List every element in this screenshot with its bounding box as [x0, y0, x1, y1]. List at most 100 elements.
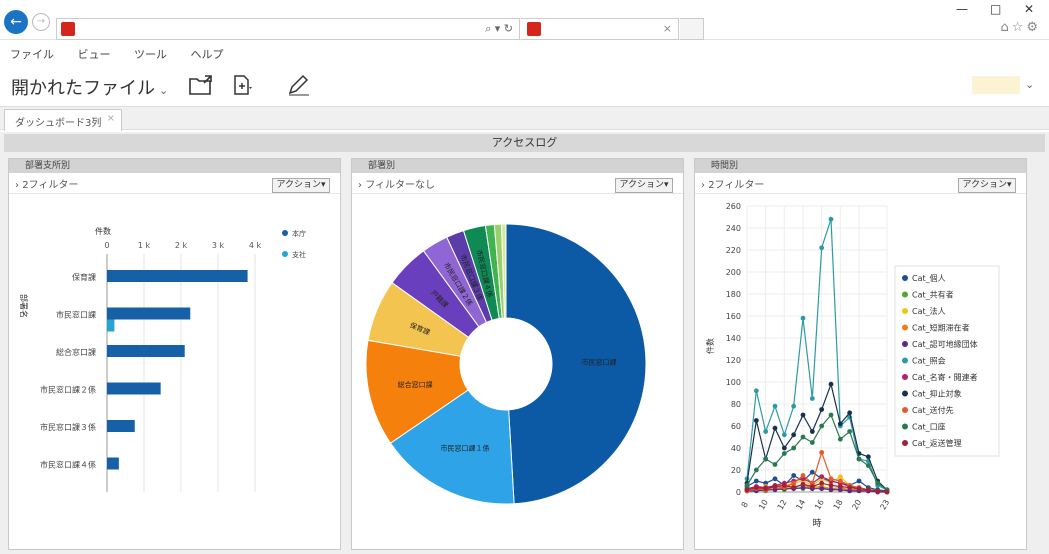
y-tick-label: 市民窓口課２係	[40, 385, 96, 395]
y-tick-label: 140	[726, 334, 741, 343]
y-tick-label: 160	[726, 312, 741, 321]
minimize-icon[interactable]: —	[956, 2, 968, 16]
bar	[107, 345, 185, 357]
open-folder-icon[interactable]	[188, 74, 214, 101]
slice-label: 市民窓口課１係	[441, 443, 490, 452]
y-tick-label: 120	[726, 356, 741, 365]
data-point	[837, 487, 843, 493]
series-line	[746, 471, 888, 492]
data-point	[772, 425, 778, 431]
x-tick-label: 14	[794, 498, 807, 511]
open-file-menu[interactable]: 開かれたファイル ⌄	[11, 74, 168, 100]
y-tick-label: 220	[726, 246, 741, 255]
legend-label: Cat_送付先	[912, 405, 954, 415]
legend-label: Cat_個人	[912, 273, 946, 283]
bar	[107, 307, 191, 320]
data-point	[865, 454, 871, 460]
x-tick-label: 18	[832, 498, 845, 511]
tab-close-icon[interactable]: ×	[662, 22, 672, 35]
data-point	[772, 462, 778, 467]
bar	[107, 270, 248, 282]
legend-marker	[902, 324, 908, 331]
panel-title: 時間別	[695, 159, 1026, 173]
back-arrow-icon[interactable]: ←	[4, 10, 28, 34]
action-button[interactable]: アクション▾	[958, 178, 1016, 193]
browser-home-favorites-settings-icons[interactable]: ⌂☆⚙	[1000, 20, 1041, 35]
filter-toggle[interactable]: › フィルターなし	[352, 177, 683, 194]
edit-pencil-icon[interactable]	[287, 74, 311, 101]
data-point	[772, 476, 778, 482]
data-point	[819, 423, 825, 429]
data-point	[791, 480, 797, 486]
series-line	[746, 219, 888, 491]
filter-toggle[interactable]: › 2フィルター	[9, 177, 340, 194]
menu-view[interactable]: ビュー	[77, 48, 111, 61]
y-tick-label: 240	[726, 224, 741, 233]
data-point	[819, 486, 825, 492]
filter-toggle[interactable]: › 2フィルター	[695, 177, 1026, 194]
data-point	[781, 432, 787, 438]
filter-label: 2フィルター	[708, 180, 765, 191]
action-button[interactable]: アクション▾	[272, 178, 330, 193]
notification-area	[972, 76, 1020, 94]
forward-arrow-icon[interactable]: →	[32, 13, 50, 31]
legend-label: Cat_法人	[912, 306, 946, 316]
y-tick-label: 180	[726, 290, 741, 299]
x-tick-label: 3 k	[212, 241, 225, 250]
legend-label: Cat_口座	[912, 422, 946, 432]
app-toolbar: 開かれたファイル ⌄ ⌄	[0, 70, 1049, 104]
data-point	[828, 381, 834, 387]
new-tab-button[interactable]	[680, 18, 704, 40]
y-tick-label: 80	[731, 400, 741, 409]
x-tick-label: 0	[104, 241, 109, 250]
y-tick-label: 市民窓口課	[56, 310, 96, 320]
data-point	[744, 487, 750, 493]
data-point	[856, 456, 862, 462]
export-icon[interactable]	[232, 74, 254, 101]
legend-marker	[902, 308, 908, 314]
data-point	[809, 429, 815, 434]
data-point	[856, 478, 862, 484]
dashboard: アクセスログ 部署支所別 › 2フィルター アクション▾ 件数 0 1 k 2 k 3 …	[0, 132, 1049, 554]
data-point	[791, 432, 797, 438]
filter-label: フィルターなし	[365, 180, 435, 191]
legend-label: Cat_名寄・閲連者	[912, 372, 978, 382]
close-window-icon[interactable]: ✕	[1024, 2, 1035, 16]
bar	[107, 457, 119, 470]
data-point	[865, 463, 871, 468]
y-axis-title: 件数	[705, 338, 715, 354]
legend-marker	[902, 407, 908, 413]
menu-file[interactable]: ファイル	[10, 48, 54, 61]
data-point	[828, 483, 834, 488]
data-point	[828, 476, 834, 482]
menu-tools[interactable]: ツール	[134, 48, 167, 61]
browser-tab[interactable]: ×	[521, 18, 679, 40]
address-bar-icons[interactable]: ⌕ ▾ ↻	[485, 22, 513, 35]
data-point	[819, 450, 825, 455]
legend-marker	[902, 423, 908, 430]
menu-help[interactable]: ヘルプ	[190, 48, 224, 61]
close-icon[interactable]: ×	[106, 113, 115, 124]
series-line	[746, 382, 888, 491]
y-tick-label: 総合窓口課	[56, 347, 96, 357]
data-point	[800, 315, 806, 321]
action-button[interactable]: アクション▾	[615, 178, 673, 193]
data-point	[800, 434, 806, 440]
panel-title: 部署支所別	[9, 159, 340, 173]
tab-dashboard-label: ダッシュボード3列	[15, 118, 102, 129]
address-bar[interactable]: ⌕ ▾ ↻	[56, 18, 520, 40]
maximize-icon[interactable]: □	[990, 2, 1002, 16]
legend-label: 本庁	[292, 229, 306, 238]
legend-marker	[902, 440, 908, 446]
x-tick-label: 20	[850, 498, 863, 511]
tab-dashboard[interactable]: ダッシュボード3列 ×	[4, 109, 122, 131]
x-tick-label: 1 k	[138, 241, 151, 250]
browser-chrome: ← → ⌕ ▾ ↻ × — □ ✕ ⌂☆⚙	[0, 0, 1049, 40]
data-point	[763, 456, 769, 462]
data-point	[800, 473, 806, 478]
x-tick-label: 8	[740, 500, 750, 509]
legend-marker	[902, 357, 908, 364]
data-point	[809, 484, 815, 489]
toolbar-more-chevron-icon[interactable]: ⌄	[1025, 78, 1035, 91]
data-point	[884, 489, 890, 495]
